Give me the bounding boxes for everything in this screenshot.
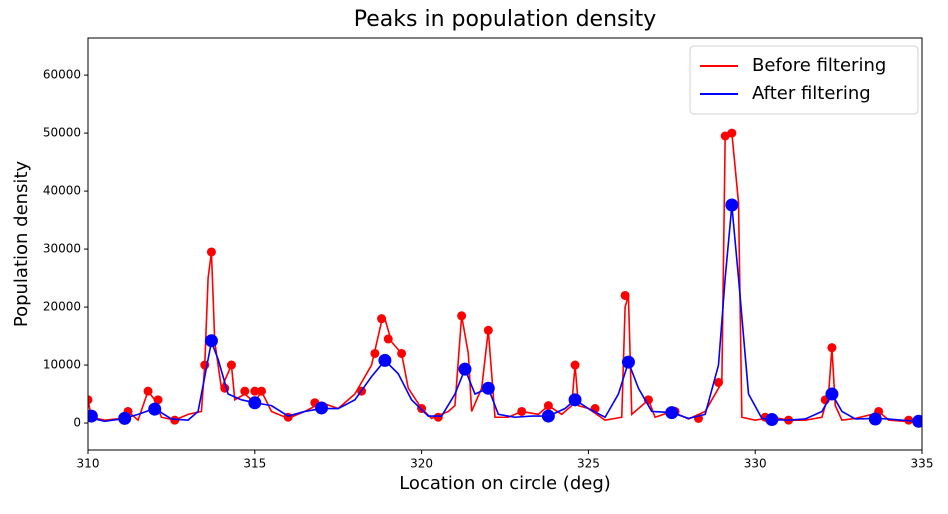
peak-marker — [397, 348, 407, 358]
x-tick-label: 330 — [744, 457, 767, 471]
legend-label: After filtering — [752, 83, 871, 104]
y-tick-label: 30000 — [43, 242, 81, 256]
axes-frame — [87, 37, 923, 451]
plot-area — [88, 128, 922, 428]
peak-marker — [727, 128, 737, 138]
peak-marker — [256, 386, 266, 396]
peak-marker — [153, 395, 163, 405]
peak-marker — [378, 353, 392, 367]
peak-marker — [458, 362, 472, 376]
y-tick-label: 40000 — [43, 184, 81, 198]
peak-marker — [88, 409, 98, 423]
peak-marker — [827, 343, 837, 353]
x-tick-label: 320 — [410, 457, 433, 471]
peak-marker — [868, 412, 882, 426]
peak-marker — [912, 414, 922, 428]
peak-marker — [240, 386, 250, 396]
series-line — [88, 131, 922, 423]
y-tick-label: 0 — [73, 416, 81, 430]
peak-marker — [568, 393, 582, 407]
legend-label: Before filtering — [752, 55, 886, 76]
peak-marker — [170, 415, 180, 425]
peak-marker — [541, 409, 555, 423]
y-tick-label: 10000 — [43, 358, 81, 372]
peak-marker — [665, 406, 679, 420]
peak-marker — [725, 198, 739, 212]
peak-marker — [433, 412, 443, 422]
peak-marker — [483, 325, 493, 335]
peak-marker — [457, 311, 467, 321]
legend-box — [689, 45, 919, 115]
x-tick-label: 315 — [243, 457, 266, 471]
x-tick-label: 310 — [77, 457, 100, 471]
chart-title: Peaks in population density — [354, 7, 656, 32]
peak-marker — [517, 406, 527, 416]
peak-marker — [543, 401, 553, 411]
x-axis-label: Location on circle (deg) — [399, 473, 611, 494]
legend: Before filtering After filtering — [689, 45, 919, 115]
peak-marker — [248, 396, 262, 410]
peak-marker — [226, 360, 236, 370]
peak-marker — [825, 387, 839, 401]
peak-marker — [148, 402, 162, 416]
y-tick-label: 60000 — [43, 68, 81, 82]
peak-marker — [714, 377, 724, 387]
peak-marker — [315, 401, 329, 415]
peak-marker — [620, 290, 630, 300]
y-tick-label: 50000 — [43, 126, 81, 140]
peak-marker — [765, 413, 779, 427]
peak-marker — [383, 334, 393, 344]
peak-marker — [370, 348, 380, 358]
y-axis-label: Population density — [11, 161, 32, 328]
peak-marker — [204, 334, 218, 348]
x-tick-label: 325 — [577, 457, 600, 471]
peak-marker — [377, 314, 387, 324]
peak-marker — [570, 360, 580, 370]
peak-marker — [88, 395, 93, 405]
x-tick-label: 335 — [911, 457, 934, 471]
peak-marker — [250, 386, 260, 396]
peak-marker — [143, 386, 153, 396]
peak-marker — [118, 411, 132, 425]
peak-marker — [481, 381, 495, 395]
y-tick-label: 20000 — [43, 300, 81, 314]
peak-marker — [206, 247, 216, 257]
peak-marker — [621, 355, 635, 369]
